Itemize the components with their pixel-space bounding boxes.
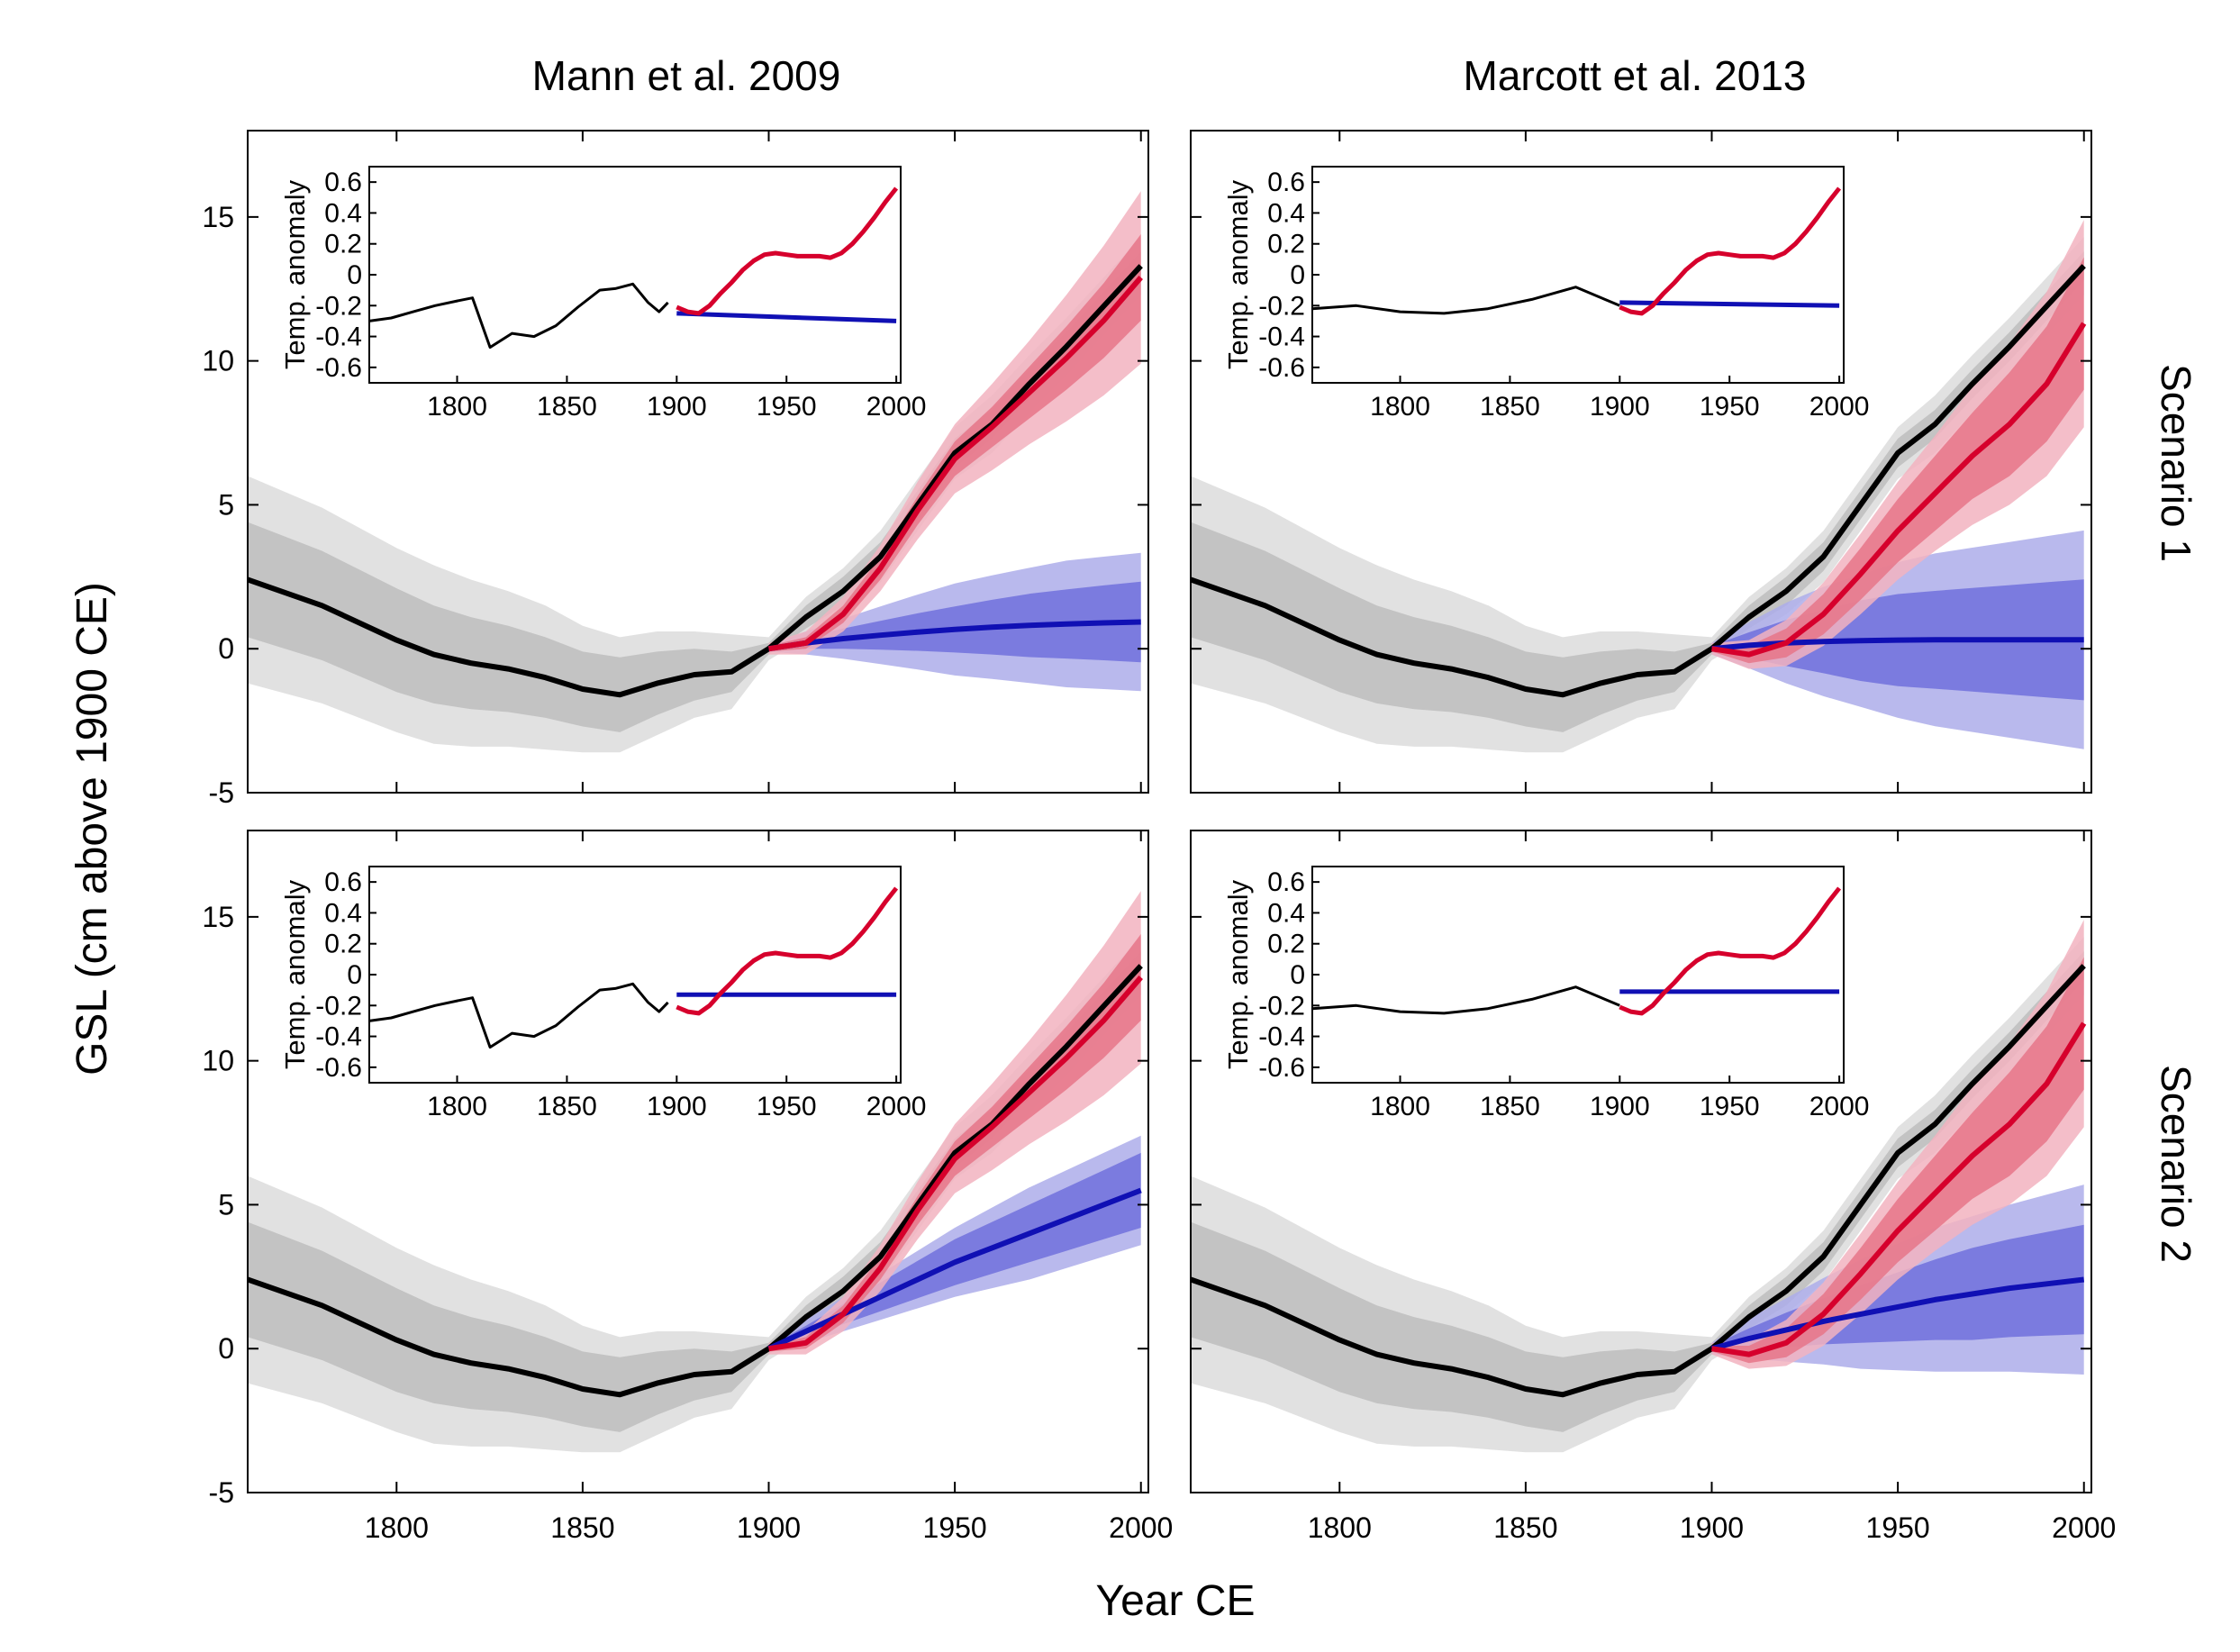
inset-x-tick-label: 1800 — [1370, 392, 1430, 422]
inset-x-tick-label: 1850 — [1480, 1092, 1540, 1121]
inset-x-tick-label: 2000 — [1809, 392, 1870, 422]
y-axis-title: GSL (cm above 1900 CE) — [68, 582, 116, 1076]
inset-y-tick-label: -0.2 — [1258, 291, 1305, 321]
x-tick-label: 2000 — [1109, 1511, 1173, 1544]
inset-x-tick-label: 2000 — [866, 392, 927, 422]
inset-y-axis-title: Temp. anomaly — [279, 179, 311, 369]
x-tick-label: 1900 — [737, 1511, 801, 1544]
inset-y-tick-label: 0 — [1290, 960, 1305, 990]
inset-x-tick-label: 1900 — [647, 1092, 707, 1121]
x-tick-label: 1800 — [365, 1511, 429, 1544]
panel-3: 1800 1850 1900 1950 2000 -5 0 5 10 15 1800 1850 1900… — [202, 831, 1173, 1544]
inset-y-tick-label: -0.6 — [315, 353, 362, 383]
inset-y-tick-label: -0.2 — [315, 991, 362, 1021]
inset-y-tick-label: 0.2 — [1267, 230, 1305, 259]
inset-x-tick-label: 1950 — [757, 392, 817, 422]
inset-x-tick-label: 1800 — [1370, 1092, 1430, 1121]
inset-y-tick-label: -0.4 — [315, 322, 362, 352]
x-axis-title: Year CE — [1096, 1577, 1256, 1625]
inset-y-tick-label: 0.6 — [324, 867, 362, 897]
x-tick-label: 2000 — [2052, 1511, 2116, 1544]
inset-y-tick-label: -0.2 — [1258, 991, 1305, 1021]
inset-x-tick-label: 1850 — [1480, 392, 1540, 422]
inset-frame — [369, 867, 901, 1083]
inset-y-axis-title: Temp. anomaly — [279, 879, 311, 1069]
panel-4: 1800 1850 1900 1950 2000 1800 1850 1900 1950 2000… — [1191, 831, 2116, 1544]
x-tick-label: 1850 — [1493, 1511, 1557, 1544]
y-tick-label: 10 — [202, 345, 234, 377]
row-title-top: Scenario 1 — [2153, 364, 2199, 562]
y-tick-label: -5 — [209, 1476, 234, 1509]
inset-y-tick-label: -0.6 — [1258, 1053, 1305, 1083]
inset-x-tick-label: 1900 — [1590, 1092, 1650, 1121]
inset-x-tick-label: 1950 — [757, 1092, 817, 1121]
inset-y-tick-label: 0.6 — [1267, 867, 1305, 897]
inset-x-tick-label: 2000 — [866, 1092, 927, 1121]
inset-y-tick-label: -0.4 — [1258, 1022, 1305, 1052]
inset-y-tick-label: -0.2 — [315, 291, 362, 321]
inset-chart: 1800 1850 1900 1950 2000 -0.6-0.4-0.200.20.40… — [279, 867, 926, 1121]
inset-y-tick-label: -0.4 — [315, 1022, 362, 1052]
inset-y-axis-title: Temp. anomaly — [1222, 179, 1254, 369]
inset-y-tick-label: 0.2 — [324, 930, 362, 959]
inset-chart: 1800 1850 1900 1950 2000 -0.6-0.4-0.200.20.40… — [1222, 167, 1869, 422]
inset-y-tick-label: 0.4 — [1267, 198, 1305, 228]
inset-y-tick-label: 0.4 — [324, 198, 362, 228]
inset-y-tick-label: 0.6 — [324, 168, 362, 197]
inset-y-tick-label: 0.4 — [324, 898, 362, 928]
row-title-bottom: Scenario 2 — [2153, 1065, 2199, 1263]
y-tick-label: 5 — [218, 1188, 234, 1221]
inset-y-tick-label: -0.6 — [1258, 353, 1305, 383]
inset-frame — [1312, 167, 1844, 383]
inset-y-tick-label: 0.2 — [324, 230, 362, 259]
inset-x-tick-label: 1950 — [1700, 1092, 1760, 1121]
x-tick-label: 1850 — [550, 1511, 614, 1544]
panel-2: 1800 1850 1900 1950 2000 -0.6-0.4-0.200.20.40… — [1191, 131, 2091, 793]
inset-x-tick-label: 1800 — [427, 392, 487, 422]
y-tick-label: 15 — [202, 901, 234, 933]
panel-1: -5 0 5 10 15 1800 1850 1900 1950 2000 -0.6-0.4-0.2… — [202, 131, 1148, 809]
x-tick-label: 1900 — [1680, 1511, 1744, 1544]
inset-chart: 1800 1850 1900 1950 2000 -0.6-0.4-0.200.20.40… — [1222, 867, 1869, 1121]
inset-y-tick-label: 0.6 — [1267, 168, 1305, 197]
inset-frame — [1312, 867, 1844, 1083]
y-tick-label: 0 — [218, 632, 234, 665]
y-tick-label: 5 — [218, 488, 234, 521]
y-tick-label: 15 — [202, 201, 234, 233]
inset-y-tick-label: 0 — [347, 260, 362, 290]
inset-y-tick-label: 0.2 — [1267, 930, 1305, 959]
inset-chart: 1800 1850 1900 1950 2000 -0.6-0.4-0.200.20.40… — [279, 167, 926, 422]
inset-y-tick-label: 0 — [347, 960, 362, 990]
inset-y-tick-label: -0.4 — [1258, 322, 1305, 352]
inset-x-tick-label: 1800 — [427, 1092, 487, 1121]
y-tick-label: 0 — [218, 1332, 234, 1365]
inset-y-tick-label: 0 — [1290, 260, 1305, 290]
inset-x-tick-label: 1900 — [1590, 392, 1650, 422]
y-tick-label: -5 — [209, 776, 234, 809]
inset-y-tick-label: 0.4 — [1267, 898, 1305, 928]
inset-x-tick-label: 1850 — [537, 392, 597, 422]
inset-y-axis-title: Temp. anomaly — [1222, 879, 1254, 1069]
inset-frame — [369, 167, 901, 383]
column-title-left: Mann et al. 2009 — [532, 52, 841, 99]
x-tick-label: 1950 — [923, 1511, 987, 1544]
x-tick-label: 1800 — [1308, 1511, 1372, 1544]
column-title-right: Marcott et al. 2013 — [1464, 52, 1807, 99]
inset-x-tick-label: 1850 — [537, 1092, 597, 1121]
inset-x-tick-label: 1950 — [1700, 392, 1760, 422]
y-tick-label: 10 — [202, 1045, 234, 1077]
inset-x-tick-label: 2000 — [1809, 1092, 1870, 1121]
inset-x-tick-label: 1900 — [647, 392, 707, 422]
x-tick-label: 1950 — [1866, 1511, 1930, 1544]
inset-y-tick-label: -0.6 — [315, 1053, 362, 1083]
